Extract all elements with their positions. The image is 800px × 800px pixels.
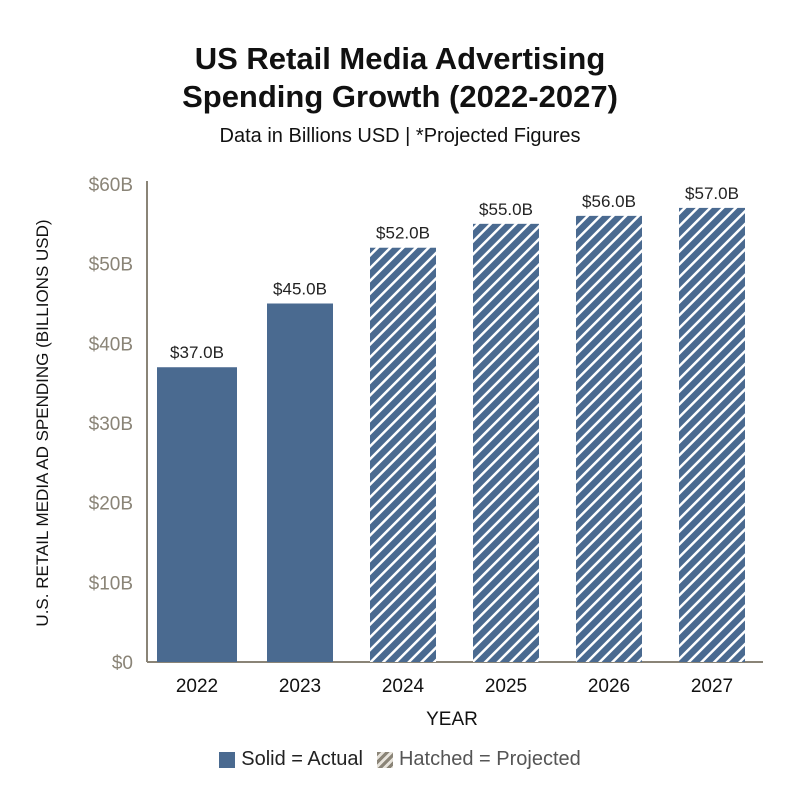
data-label: $37.0B <box>170 343 224 362</box>
bar-2023 <box>267 303 333 662</box>
bar-2026 <box>576 215 642 662</box>
x-axis-label: YEAR <box>426 709 478 730</box>
x-tick-label: 2027 <box>691 676 733 697</box>
chart-subtitle: Data in Billions USD | *Projected Figure… <box>219 125 581 147</box>
data-label: $52.0B <box>376 224 430 243</box>
bar-2025 <box>473 223 539 663</box>
data-label: $45.0B <box>273 280 327 299</box>
y-tick-label: $30B <box>89 414 133 435</box>
legend: Solid = Actual Hatched = Projected <box>0 748 800 771</box>
x-tick-label: 2023 <box>279 676 321 697</box>
y-tick-label: $60B <box>89 175 133 196</box>
chart-title-line1: US Retail Media Advertising <box>194 41 606 76</box>
data-label: $57.0B <box>685 184 739 203</box>
data-label: $56.0B <box>582 192 636 211</box>
data-label: $55.0B <box>479 200 533 219</box>
x-tick-label: 2026 <box>588 676 630 697</box>
x-tick-label: 2022 <box>176 676 218 697</box>
y-tick-label: $0 <box>112 653 133 674</box>
y-tick-label: $50B <box>89 255 133 276</box>
bar-2027 <box>679 207 745 662</box>
y-axis-label: U.S. RETAIL MEDIA AD SPENDING (BILLIONS … <box>33 219 52 626</box>
legend-item-actual: Solid = Actual <box>241 748 363 770</box>
legend-swatch-hatched <box>376 751 393 768</box>
y-tick-label: $40B <box>89 334 133 355</box>
x-tick-label: 2024 <box>382 676 425 697</box>
legend-swatch-solid <box>219 751 236 768</box>
y-tick-label: $20B <box>89 494 133 515</box>
bar-2022 <box>157 367 237 662</box>
chart-title-line2: Spending Growth (2022-2027) <box>182 79 618 114</box>
x-tick-label: 2025 <box>485 676 527 697</box>
y-tick-label: $10B <box>89 573 133 594</box>
legend-item-projected: Hatched = Projected <box>398 748 581 770</box>
bar-2024 <box>370 247 436 662</box>
